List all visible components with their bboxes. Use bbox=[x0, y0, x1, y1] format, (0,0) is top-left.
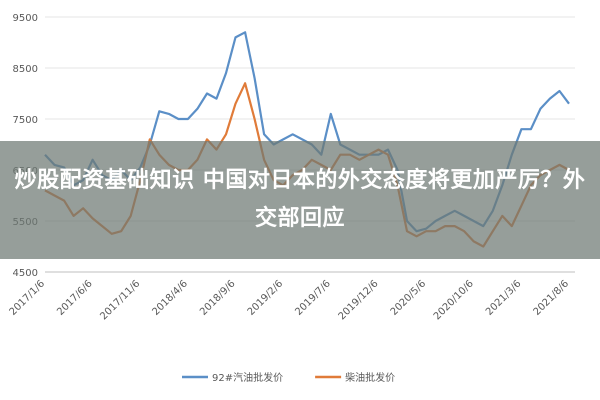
y-tick-label: 7500 bbox=[13, 115, 38, 126]
x-tick-label: 2017/11/6 bbox=[98, 278, 142, 322]
x-tick-label: 2021/8/6 bbox=[532, 278, 572, 318]
x-tick-label: 2019/2/6 bbox=[246, 278, 286, 318]
headline-banner: 炒股配资基础知识 中国对日本的外交态度将更加严厉？外交部回应 bbox=[0, 141, 600, 259]
x-tick-label: 2019/7/6 bbox=[293, 278, 333, 318]
x-tick-label: 2018/9/6 bbox=[198, 278, 238, 318]
x-tick-label: 2020/5/6 bbox=[389, 278, 429, 318]
x-tick-label: 2021/3/6 bbox=[484, 278, 524, 318]
y-tick-label: 8500 bbox=[13, 64, 38, 75]
legend-label: 92#汽油批发价 bbox=[212, 371, 283, 384]
x-tick-label: 2019/12/6 bbox=[337, 278, 381, 322]
headline: 炒股配资基础知识 中国对日本的外交态度将更加严厉？外交部回应 bbox=[14, 168, 586, 231]
x-tick-label: 2017/6/6 bbox=[55, 278, 95, 318]
legend-label: 柴油批发价 bbox=[345, 371, 395, 384]
x-tick-label: 2020/10/6 bbox=[432, 278, 476, 322]
x-tick-label: 2017/1/6 bbox=[8, 278, 48, 318]
x-tick-label: 2018/4/6 bbox=[150, 278, 190, 318]
y-tick-label: 4500 bbox=[13, 268, 38, 279]
y-tick-label: 9500 bbox=[13, 13, 38, 24]
